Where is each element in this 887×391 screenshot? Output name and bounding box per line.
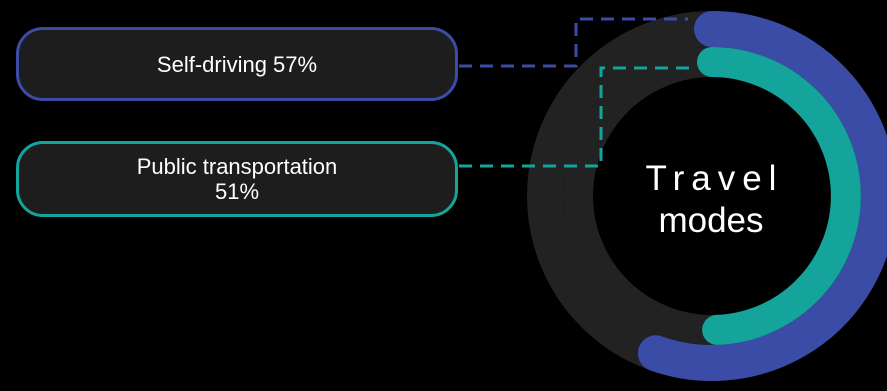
center-disk <box>594 78 830 314</box>
center-title-line-1: Travel <box>645 159 784 198</box>
self-driving-arc <box>637 11 887 381</box>
center-title-line-2: modes <box>658 201 764 240</box>
public-transportation-label-box: Public transportation 51% <box>16 141 458 217</box>
public-transportation-value: 51% <box>214 179 260 204</box>
public-transportation-label: Public transportation <box>136 154 338 179</box>
self-driving-label: Self-driving 57% <box>156 51 318 77</box>
self-driving-leader-line <box>459 17 688 68</box>
center-title: Travel modes <box>616 158 806 242</box>
public-transportation-leader-line <box>459 66 690 168</box>
public-transportation-arc <box>697 47 861 345</box>
self-driving-label-box: Self-driving 57% <box>16 27 458 101</box>
